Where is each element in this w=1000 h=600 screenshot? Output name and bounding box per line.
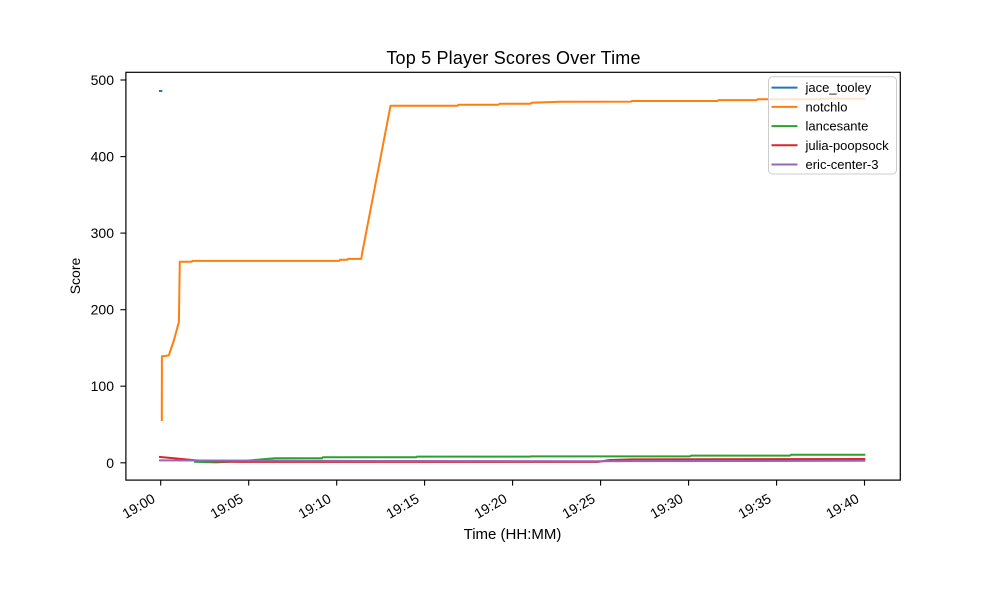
svg-text:300: 300: [91, 225, 115, 241]
svg-text:400: 400: [91, 149, 115, 165]
svg-text:0: 0: [106, 455, 114, 471]
svg-text:notchlo: notchlo: [806, 99, 848, 114]
svg-text:500: 500: [91, 72, 115, 88]
svg-text:Top 5 Player Scores Over Time: Top 5 Player Scores Over Time: [386, 48, 640, 68]
svg-text:200: 200: [91, 302, 115, 318]
svg-text:eric-center-3: eric-center-3: [806, 157, 879, 172]
svg-text:Time (HH:MM): Time (HH:MM): [464, 526, 562, 543]
svg-text:Score: Score: [67, 258, 83, 295]
svg-text:100: 100: [91, 378, 115, 394]
svg-text:lancesante: lancesante: [806, 119, 869, 134]
svg-text:jace_tooley: jace_tooley: [805, 80, 872, 95]
svg-text:julia-poopsock: julia-poopsock: [805, 138, 890, 153]
